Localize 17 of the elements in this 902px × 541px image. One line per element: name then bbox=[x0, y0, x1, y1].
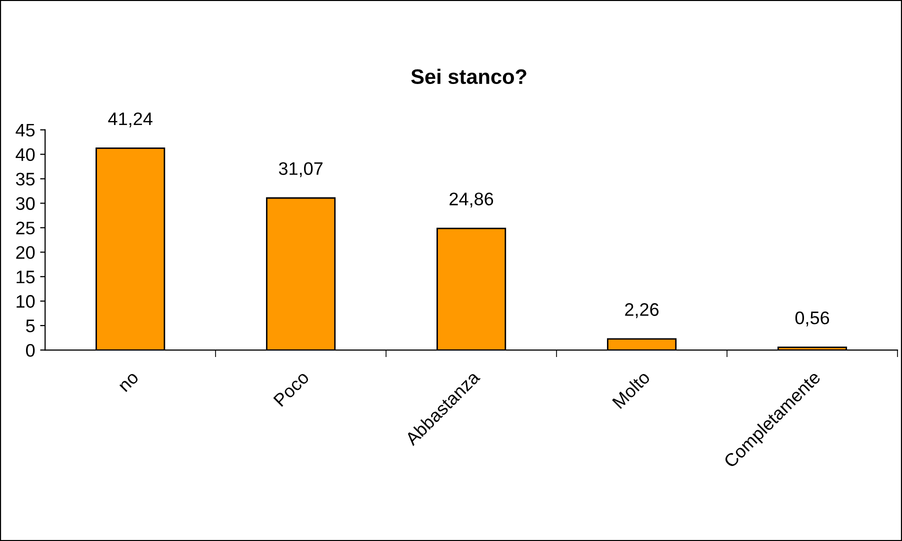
data-label: 0,56 bbox=[795, 311, 830, 326]
chart-title: Sei stanco? bbox=[411, 68, 526, 84]
data-label: 31,07 bbox=[278, 162, 323, 178]
y-tick-label: 0 bbox=[26, 344, 35, 357]
y-tick-label: 30 bbox=[16, 197, 35, 210]
y-tick-label: 40 bbox=[16, 148, 35, 162]
data-label: 41,24 bbox=[108, 112, 152, 128]
data-label: 2,26 bbox=[625, 303, 659, 318]
y-tick-label: 5 bbox=[26, 320, 35, 332]
x-tick-label: no bbox=[119, 372, 140, 392]
y-tick-label: 35 bbox=[16, 172, 35, 186]
y-tick-label: 45 bbox=[16, 124, 35, 137]
data-label: 24,86 bbox=[450, 192, 494, 208]
y-tick-label: 15 bbox=[16, 270, 35, 284]
y-tick-label: 10 bbox=[16, 295, 35, 308]
y-tick-label: 20 bbox=[16, 246, 35, 259]
y-tick-label: 25 bbox=[16, 222, 35, 234]
